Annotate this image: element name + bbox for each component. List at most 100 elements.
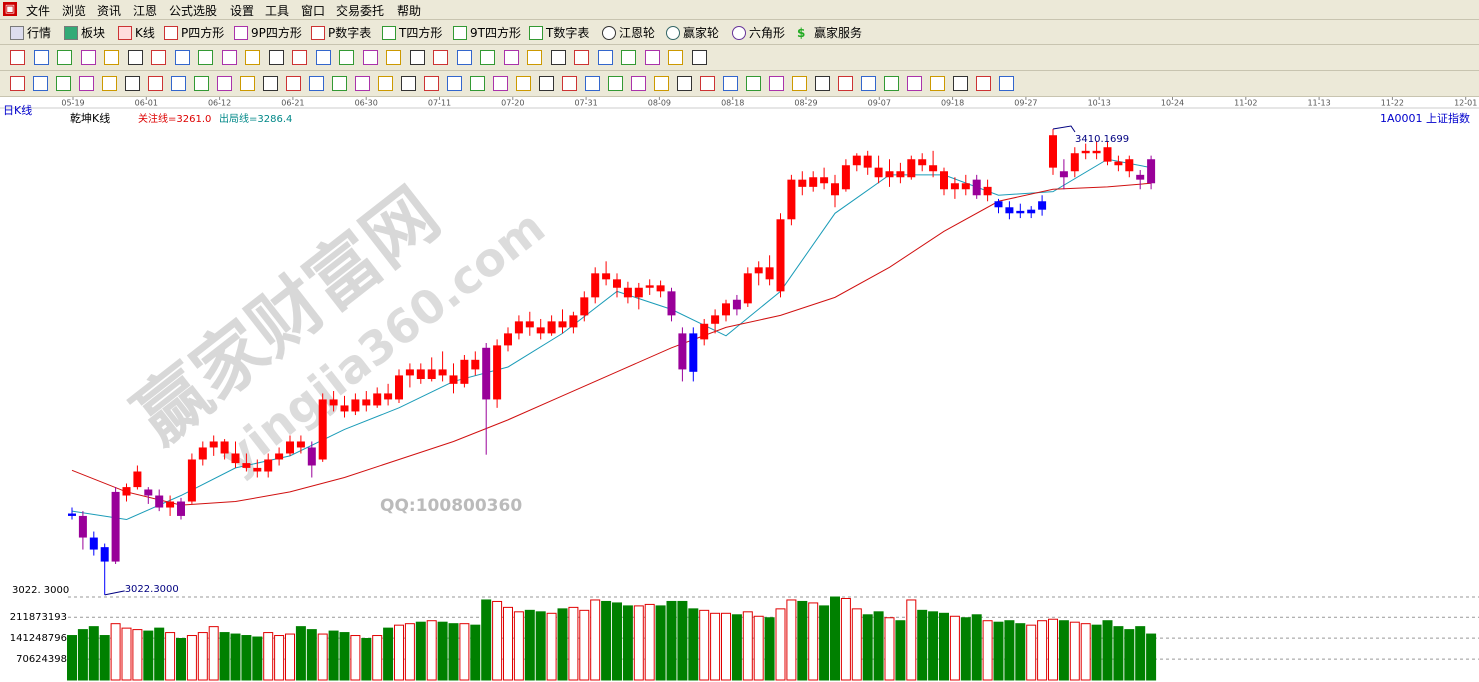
toolbar-icon[interactable] <box>221 50 237 65</box>
toolbar-icon[interactable] <box>174 50 190 65</box>
toolbar-icon[interactable] <box>194 76 209 91</box>
menu-item[interactable]: 文件 <box>26 4 51 18</box>
menu-item[interactable]: 设置 <box>230 4 255 18</box>
toolbar-icon[interactable] <box>102 76 117 91</box>
toolbar-icon[interactable] <box>746 76 761 91</box>
menu-item[interactable]: 工具 <box>265 4 290 18</box>
toolbar-icon[interactable] <box>976 76 991 91</box>
toolbar-icon[interactable] <box>355 76 370 91</box>
toolbar-icon[interactable] <box>10 76 25 91</box>
toolbar-icon[interactable] <box>907 76 922 91</box>
toolbar-button[interactable]: $ 赢家服务 <box>797 25 863 41</box>
candle-body <box>732 299 741 310</box>
toolbar-icon[interactable] <box>33 50 49 65</box>
toolbar-icon[interactable] <box>723 76 738 91</box>
toolbar-icon[interactable] <box>597 50 613 65</box>
toolbar-icon[interactable] <box>953 76 968 91</box>
toolbar-button[interactable]: T数字表 <box>529 24 589 41</box>
toolbar-icon[interactable] <box>447 76 462 91</box>
toolbar-icon[interactable] <box>815 76 830 91</box>
toolbar-icon[interactable] <box>503 50 519 65</box>
toolbar-icon[interactable] <box>677 76 692 91</box>
toolbar-icon[interactable] <box>401 76 416 91</box>
toolbar-icon[interactable] <box>608 76 623 91</box>
candle-body <box>133 471 142 488</box>
menu-item[interactable]: 资讯 <box>97 4 122 18</box>
toolbar-icon[interactable] <box>838 76 853 91</box>
toolbar-icon[interactable] <box>621 50 636 65</box>
toolbar-icon[interactable] <box>171 76 186 91</box>
toolbar-icon[interactable] <box>493 76 508 91</box>
toolbar-icon[interactable] <box>562 76 577 91</box>
toolbar-icon[interactable] <box>539 76 554 91</box>
toolbar-button[interactable]: 江恩轮 <box>602 24 655 41</box>
toolbar-icon[interactable] <box>127 50 143 65</box>
menu-item[interactable]: 公式选股 <box>169 4 218 18</box>
menu-item[interactable]: 江恩 <box>133 4 158 18</box>
toolbar-button[interactable]: 板块 <box>64 24 105 41</box>
menu-item[interactable]: 窗口 <box>301 4 326 18</box>
toolbar-icon[interactable] <box>378 76 393 91</box>
toolbar-icon[interactable] <box>516 76 531 91</box>
toolbar-icon[interactable] <box>151 50 166 65</box>
toolbar-icon[interactable] <box>409 50 425 65</box>
toolbar-icon[interactable] <box>792 76 807 91</box>
toolbar-icon[interactable] <box>424 76 439 91</box>
toolbar-icon[interactable] <box>263 76 278 91</box>
toolbar-icon[interactable] <box>631 76 646 91</box>
toolbar-button[interactable]: 9T四方形 <box>453 24 521 41</box>
toolbar-icon[interactable] <box>930 76 945 91</box>
toolbar-button[interactable]: K线 <box>118 24 155 41</box>
toolbar-icon[interactable] <box>268 50 284 65</box>
toolbar-icon[interactable] <box>654 76 669 91</box>
toolbar-icon[interactable] <box>198 50 213 65</box>
toolbar-icon[interactable] <box>315 50 331 65</box>
toolbar-icon[interactable] <box>574 50 589 65</box>
toolbar-icon[interactable] <box>386 50 401 65</box>
menu-item[interactable]: 帮助 <box>397 4 422 18</box>
toolbar-icon[interactable] <box>700 76 715 91</box>
toolbar-button[interactable]: 赢家轮 <box>666 24 719 41</box>
toolbar-icon[interactable] <box>456 50 472 65</box>
toolbar-icon[interactable] <box>668 50 683 65</box>
toolbar-icon[interactable] <box>10 50 25 65</box>
toolbar-icon[interactable] <box>769 76 784 91</box>
toolbar-icon[interactable] <box>309 76 324 91</box>
toolbar-icon[interactable] <box>691 50 707 65</box>
toolbar-icon[interactable] <box>644 50 660 65</box>
toolbar-icon[interactable] <box>33 76 48 91</box>
toolbar-button[interactable]: T四方形 <box>382 24 442 41</box>
toolbar-icon[interactable] <box>217 76 232 91</box>
toolbar-icon[interactable] <box>550 50 566 65</box>
toolbar-icon[interactable] <box>286 76 301 91</box>
toolbar-icon[interactable] <box>884 76 899 91</box>
toolbar-icon[interactable] <box>339 50 354 65</box>
toolbar-icon[interactable] <box>56 76 71 91</box>
toolbar-icon[interactable] <box>245 50 260 65</box>
toolbar-icon[interactable] <box>125 76 140 91</box>
toolbar-icon[interactable] <box>80 50 96 65</box>
toolbar-icon[interactable] <box>433 50 448 65</box>
toolbar-icon[interactable] <box>57 50 72 65</box>
volume-bar <box>317 633 328 681</box>
toolbar-button[interactable]: 六角形 <box>732 24 785 41</box>
toolbar-icon[interactable] <box>362 50 378 65</box>
menu-item[interactable]: 浏览 <box>62 4 87 18</box>
toolbar-icon[interactable] <box>148 76 163 91</box>
toolbar-icon[interactable] <box>240 76 255 91</box>
toolbar-icon[interactable] <box>292 50 307 65</box>
toolbar-icon[interactable] <box>332 76 347 91</box>
toolbar-icon[interactable] <box>470 76 485 91</box>
menu-item[interactable]: 交易委托 <box>336 4 385 18</box>
toolbar-icon[interactable] <box>104 50 119 65</box>
toolbar-button[interactable]: 行情 <box>10 24 51 41</box>
toolbar-button[interactable]: P数字表 <box>311 24 371 41</box>
toolbar-icon[interactable] <box>999 76 1014 91</box>
toolbar-icon[interactable] <box>480 50 495 65</box>
toolbar-icon[interactable] <box>527 50 542 65</box>
toolbar-icon[interactable] <box>861 76 876 91</box>
toolbar-icon[interactable] <box>79 76 94 91</box>
toolbar-button[interactable]: P四方形 <box>164 24 224 41</box>
toolbar-button[interactable]: 9P四方形 <box>234 24 302 41</box>
toolbar-icon[interactable] <box>585 76 600 91</box>
